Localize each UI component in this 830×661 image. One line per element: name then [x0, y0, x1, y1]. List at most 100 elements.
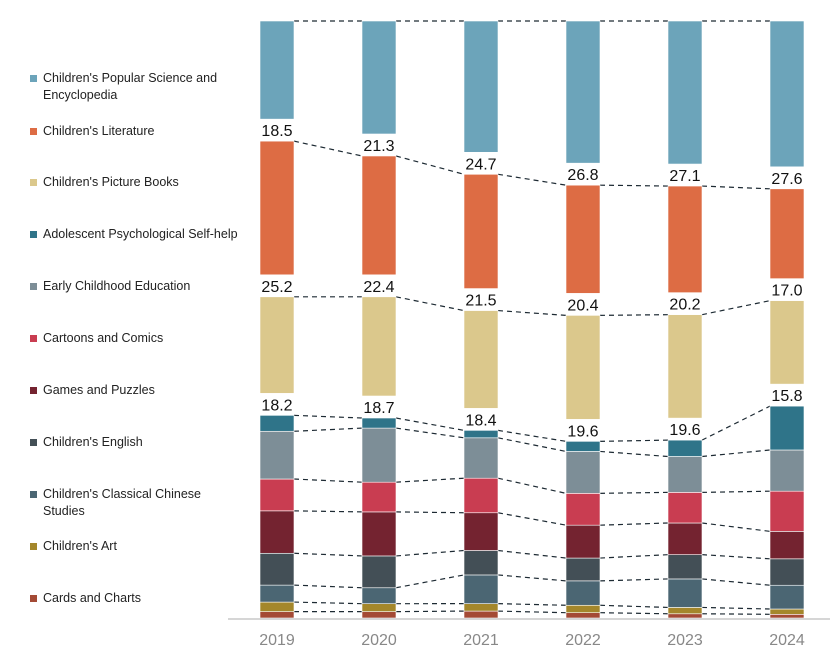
bar-segment-children-s-art-2024 [769, 608, 805, 615]
connector-children-s-picture-books-2020-2021 [395, 296, 465, 312]
connector-children-s-classical-chinese-studies-2019-2020 [293, 584, 363, 589]
connector-cards-and-charts-2020-2021 [395, 610, 465, 613]
bar-segment-children-s-classical-chinese-studies-2024 [769, 584, 805, 610]
legend-label: Children's Literature [43, 124, 155, 138]
data-label-children-s-picture-books-2020: 18.7 [363, 400, 394, 417]
bar-segment-children-s-picture-books-2023 [667, 314, 703, 419]
bar-segment-children-s-art-2019 [259, 601, 295, 612]
bar-segment-adolescent-psychological-self-help-2024 [769, 405, 805, 451]
legend-item-children-s-literature: Children's Literature [30, 123, 245, 140]
bar-segment-adolescent-psychological-self-help-2023 [667, 439, 703, 457]
connector-cartoons-and-comics-2022-2023 [599, 491, 669, 494]
connector-games-and-puzzles-2019-2020 [293, 510, 363, 513]
connector-cartoons-and-comics-2020-2021 [395, 477, 465, 483]
connector-children-s-classical-chinese-studies-2022-2023 [599, 578, 669, 582]
legend-item-children-s-english: Children's English [30, 434, 245, 451]
connector-children-s-english-2019-2020 [293, 552, 363, 557]
bar-segment-children-s-popular-science-and-encyclopedia-2022 [565, 20, 601, 164]
bar-segment-cards-and-charts-2020 [361, 611, 397, 619]
bar-segment-children-s-english-2021 [463, 550, 499, 576]
legend-label: Adolescent Psychological Self-help [43, 227, 238, 241]
connector-adolescent-psychological-self-help-2019-2020 [293, 414, 363, 419]
bar-segment-adolescent-psychological-self-help-2019 [259, 415, 295, 432]
connector-cards-and-charts-2023-2024 [701, 613, 771, 615]
legend-item-cartoons-and-comics: Cartoons and Comics [30, 330, 245, 347]
legend-label: Children's Popular Science and Encyclope… [43, 71, 218, 102]
bar-segment-cartoons-and-comics-2020 [361, 481, 397, 513]
legend-label: Children's Art [43, 539, 117, 553]
x-tick-label-2024: 2024 [769, 632, 805, 649]
bar-segment-cartoons-and-comics-2023 [667, 492, 703, 524]
bar-segment-children-s-english-2023 [667, 554, 703, 580]
data-label-children-s-popular-science-and-encyclopedia-2020: 21.3 [363, 138, 394, 155]
connector-adolescent-psychological-self-help-2020-2021 [395, 417, 465, 431]
bar-segment-early-childhood-education-2024 [769, 449, 805, 492]
connector-early-childhood-education-2023-2024 [701, 449, 771, 458]
connector-cartoons-and-comics-2023-2024 [701, 490, 771, 493]
data-label-children-s-popular-science-and-encyclopedia-2024: 27.6 [771, 171, 802, 188]
bar-segment-children-s-picture-books-2020 [361, 296, 397, 397]
bar-segment-children-s-literature-2022 [565, 184, 601, 294]
data-label-children-s-popular-science-and-encyclopedia-2019: 18.5 [261, 123, 292, 140]
connector-games-and-puzzles-2020-2021 [395, 511, 465, 514]
bar-segment-children-s-popular-science-and-encyclopedia-2020 [361, 20, 397, 135]
connector-cartoons-and-comics-2021-2022 [497, 477, 567, 494]
connector-games-and-puzzles-2021-2022 [497, 512, 567, 526]
legend-item-children-s-picture-books: Children's Picture Books [30, 174, 245, 191]
connector-early-childhood-education-2021-2022 [497, 437, 567, 453]
bar-segment-children-s-literature-2021 [463, 173, 499, 289]
connector-games-and-puzzles-2023-2024 [701, 522, 771, 532]
bar-segment-children-s-literature-2023 [667, 185, 703, 293]
bar-segment-children-s-picture-books-2019 [259, 296, 295, 394]
bar-segment-adolescent-psychological-self-help-2020 [361, 417, 397, 429]
bar-segment-children-s-classical-chinese-studies-2023 [667, 578, 703, 608]
connector-cartoons-and-comics-2019-2020 [293, 478, 363, 483]
data-label-children-s-literature-2021: 21.5 [465, 293, 496, 310]
bar-segment-children-s-art-2023 [667, 607, 703, 615]
bar-segment-early-childhood-education-2020 [361, 427, 397, 483]
bar-segment-cartoons-and-comics-2024 [769, 490, 805, 532]
data-label-children-s-literature-2023: 20.2 [669, 297, 700, 314]
legend-swatch [30, 543, 37, 550]
bar-segment-children-s-picture-books-2021 [463, 310, 499, 409]
bar-segment-games-and-puzzles-2022 [565, 524, 601, 559]
legend-swatch [30, 179, 37, 186]
bar-segment-cards-and-charts-2024 [769, 614, 805, 619]
connector-children-s-picture-books-2021-2022 [497, 309, 567, 316]
legend-swatch [30, 595, 37, 602]
bar-segment-cartoons-and-comics-2021 [463, 477, 499, 514]
data-label-children-s-literature-2020: 22.4 [363, 279, 394, 296]
connector-children-s-literature-2022-2023 [599, 184, 669, 187]
bar-segment-cards-and-charts-2021 [463, 610, 499, 619]
legend-swatch [30, 231, 37, 238]
data-label-children-s-picture-books-2022: 19.6 [567, 423, 598, 440]
connector-children-s-picture-books-2022-2023 [599, 314, 669, 316]
connector-children-s-art-2021-2022 [497, 603, 567, 606]
connector-early-childhood-education-2019-2020 [293, 427, 363, 432]
x-tick-label-2021: 2021 [463, 632, 499, 649]
bar-segment-children-s-english-2022 [565, 557, 601, 582]
connector-children-s-literature-2019-2020 [293, 140, 363, 157]
x-tick-label-2020: 2020 [361, 632, 397, 649]
bar-segment-games-and-puzzles-2024 [769, 531, 805, 560]
legend-item-children-s-popular-science-and-encyclopedia: Children's Popular Science and Encyclope… [30, 70, 245, 104]
legend-swatch [30, 128, 37, 135]
legend-label: Children's English [43, 435, 143, 449]
bar-segment-children-s-classical-chinese-studies-2021 [463, 574, 499, 604]
bar-segment-games-and-puzzles-2020 [361, 511, 397, 557]
data-label-children-s-popular-science-and-encyclopedia-2023: 27.1 [669, 168, 700, 185]
connector-children-s-classical-chinese-studies-2023-2024 [701, 578, 771, 586]
bar-segment-children-s-english-2019 [259, 552, 295, 586]
connector-children-s-picture-books-2023-2024 [701, 300, 771, 316]
connector-children-s-art-2023-2024 [701, 606, 771, 610]
bar-segment-children-s-art-2022 [565, 604, 601, 613]
bar-segment-cards-and-charts-2023 [667, 613, 703, 619]
legend-swatch [30, 491, 37, 498]
connector-children-s-english-2021-2022 [497, 549, 567, 559]
bar-segment-children-s-literature-2020 [361, 155, 397, 276]
legend-label: Cards and Charts [43, 591, 141, 605]
connector-cards-and-charts-2022-2023 [599, 612, 669, 615]
legend-swatch [30, 283, 37, 290]
legend-item-cards-and-charts: Cards and Charts [30, 590, 245, 607]
